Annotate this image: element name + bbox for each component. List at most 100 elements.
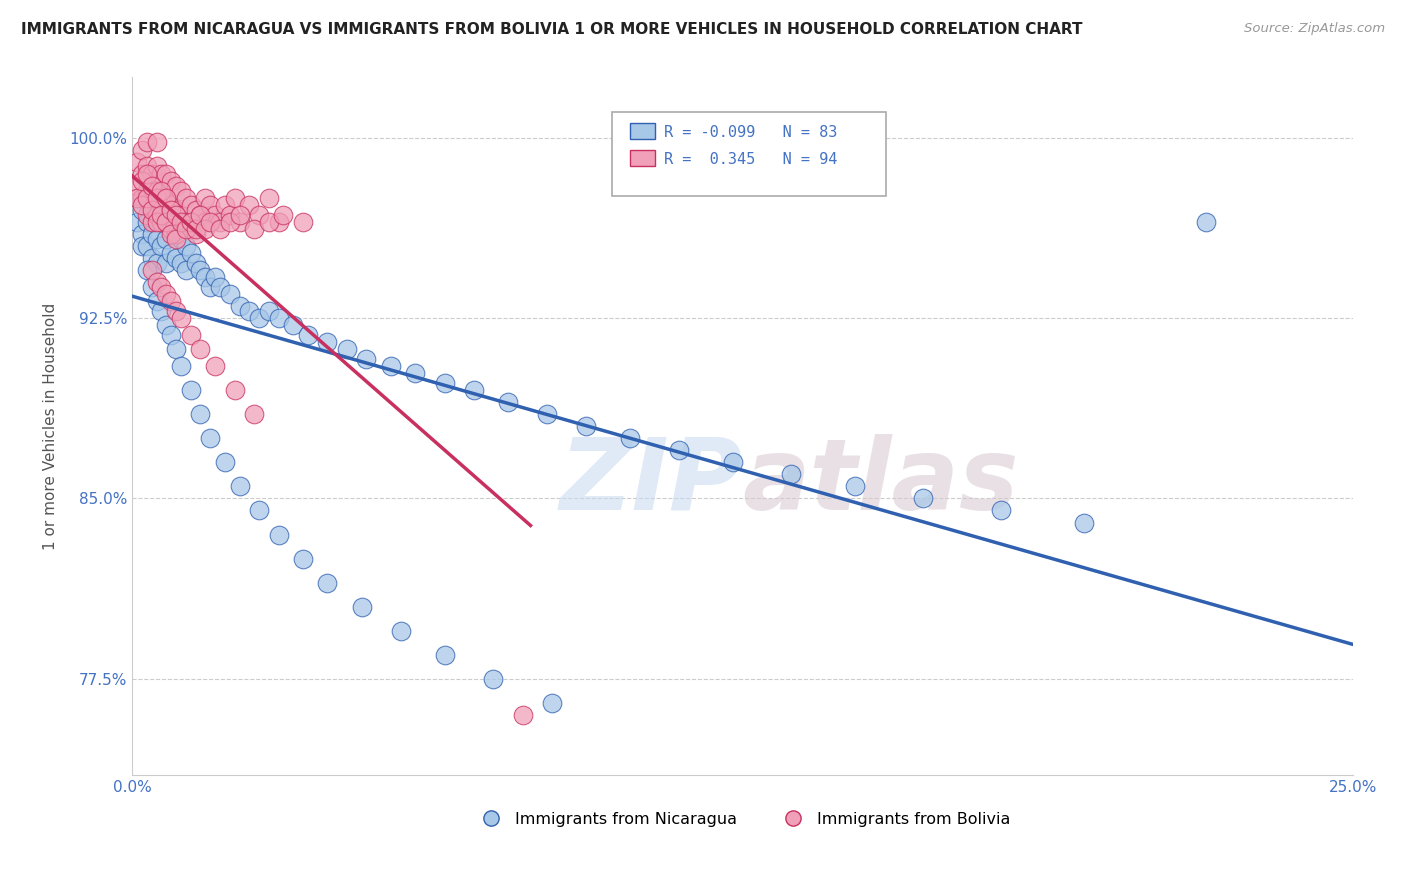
Text: R = -0.099   N = 83: R = -0.099 N = 83 xyxy=(664,125,838,140)
Point xyxy=(131,198,153,212)
Point xyxy=(291,551,314,566)
Point xyxy=(316,335,339,350)
Point xyxy=(1073,516,1095,530)
Point xyxy=(165,202,187,217)
Point xyxy=(135,208,157,222)
Point xyxy=(283,318,305,333)
Point xyxy=(135,160,157,174)
Point xyxy=(247,503,270,517)
Point xyxy=(204,208,226,222)
Point xyxy=(131,227,153,241)
Point xyxy=(267,311,290,326)
Text: R =  0.345   N = 94: R = 0.345 N = 94 xyxy=(664,152,838,167)
Point xyxy=(131,174,153,188)
Point xyxy=(267,527,290,541)
Point xyxy=(150,215,173,229)
Point xyxy=(145,255,167,269)
Point xyxy=(194,270,217,285)
Point xyxy=(141,202,163,217)
Point xyxy=(668,443,690,458)
Point xyxy=(844,479,866,493)
Point xyxy=(214,455,236,469)
Point xyxy=(200,431,222,445)
Point xyxy=(180,383,202,397)
Point xyxy=(145,160,167,174)
Point xyxy=(297,327,319,342)
Point xyxy=(218,287,240,301)
Point xyxy=(125,154,148,169)
Point xyxy=(257,215,280,229)
Y-axis label: 1 or more Vehicles in Household: 1 or more Vehicles in Household xyxy=(44,302,58,549)
Point xyxy=(170,311,193,326)
Point xyxy=(433,376,456,390)
Point xyxy=(155,167,177,181)
Point xyxy=(145,275,167,289)
Text: ZIP: ZIP xyxy=(560,434,742,531)
Point xyxy=(204,359,226,373)
Point xyxy=(541,696,564,710)
Point xyxy=(224,383,246,397)
Point xyxy=(165,251,187,265)
Point xyxy=(145,294,167,309)
Point xyxy=(204,270,226,285)
Point xyxy=(135,191,157,205)
Point xyxy=(150,167,173,181)
Point xyxy=(160,222,183,236)
Point xyxy=(160,227,183,241)
Point xyxy=(155,255,177,269)
Point xyxy=(155,215,177,229)
Point xyxy=(291,215,314,229)
Point xyxy=(160,198,183,212)
Point xyxy=(150,239,173,253)
Point xyxy=(135,215,157,229)
Point xyxy=(238,303,260,318)
Point xyxy=(125,215,148,229)
Point xyxy=(145,232,167,246)
Point xyxy=(257,191,280,205)
Point xyxy=(180,327,202,342)
Point xyxy=(135,136,157,150)
Point xyxy=(433,648,456,662)
Point xyxy=(512,708,534,723)
Point xyxy=(150,184,173,198)
Point xyxy=(174,239,197,253)
Point xyxy=(389,624,412,638)
Point xyxy=(165,343,187,357)
Point xyxy=(243,407,266,421)
Point xyxy=(160,294,183,309)
Point xyxy=(224,191,246,205)
Point xyxy=(155,215,177,229)
Point xyxy=(141,279,163,293)
Point xyxy=(155,287,177,301)
Point xyxy=(228,208,250,222)
Point xyxy=(160,174,183,188)
Legend: Immigrants from Nicaragua, Immigrants from Bolivia: Immigrants from Nicaragua, Immigrants fr… xyxy=(468,805,1017,833)
Point xyxy=(228,299,250,313)
Point xyxy=(145,208,167,222)
Text: IMMIGRANTS FROM NICARAGUA VS IMMIGRANTS FROM BOLIVIA 1 OR MORE VEHICLES IN HOUSE: IMMIGRANTS FROM NICARAGUA VS IMMIGRANTS … xyxy=(21,22,1083,37)
Point xyxy=(273,208,295,222)
Point xyxy=(141,178,163,193)
Point xyxy=(170,184,193,198)
Point xyxy=(243,222,266,236)
Point xyxy=(141,251,163,265)
Point xyxy=(575,419,598,434)
Point xyxy=(170,359,193,373)
Point xyxy=(267,215,290,229)
Point xyxy=(184,202,207,217)
Point xyxy=(482,672,505,686)
Point xyxy=(155,191,177,205)
Point xyxy=(316,575,339,590)
Point xyxy=(218,215,240,229)
Point xyxy=(160,222,183,236)
Point xyxy=(228,215,250,229)
Point xyxy=(208,279,231,293)
Point xyxy=(536,407,558,421)
Point xyxy=(155,318,177,333)
Point xyxy=(145,184,167,198)
Point xyxy=(190,208,212,222)
Point xyxy=(356,351,378,366)
Point xyxy=(990,503,1012,517)
Point xyxy=(721,455,744,469)
Point xyxy=(336,343,359,357)
